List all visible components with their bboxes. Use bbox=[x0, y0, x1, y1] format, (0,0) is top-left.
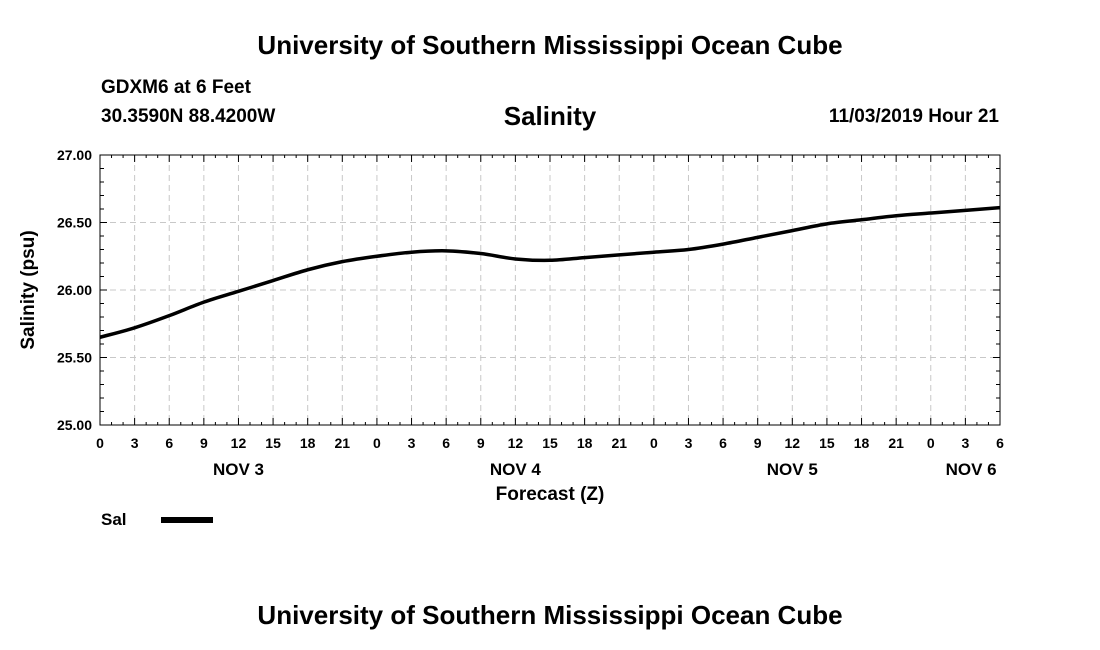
legend-label: Sal bbox=[101, 510, 127, 529]
plot-frame bbox=[99, 154, 1001, 426]
x-tick-label: 0 bbox=[650, 435, 658, 451]
legend-line-swatch bbox=[161, 517, 213, 523]
x-tick-label: 15 bbox=[542, 435, 558, 451]
x-tick-label: 0 bbox=[927, 435, 935, 451]
x-tick-label: 3 bbox=[961, 435, 969, 451]
x-tick-label: 3 bbox=[685, 435, 693, 451]
x-tick-label: 18 bbox=[300, 435, 316, 451]
x-axis-title: Forecast (Z) bbox=[496, 484, 605, 505]
x-tick-label: 21 bbox=[888, 435, 904, 451]
chart-title: Salinity bbox=[503, 101, 597, 131]
day-label: NOV 6 bbox=[946, 460, 997, 479]
x-tick-label: 6 bbox=[165, 435, 173, 451]
x-tick-label: 18 bbox=[577, 435, 593, 451]
x-tick-label: 0 bbox=[96, 435, 104, 451]
timestamp-label: 11/03/2019 Hour 21 bbox=[828, 106, 999, 127]
x-tick-label: 3 bbox=[408, 435, 416, 451]
x-tick-label: 15 bbox=[819, 435, 835, 451]
series-line-sal bbox=[99, 205, 1001, 339]
x-tick-label: 21 bbox=[611, 435, 627, 451]
y-tick-label: 27.00 bbox=[57, 147, 92, 163]
label-layer: 0 3 6 9 12 15 18 21 0 3 6 9 12 15 18 21 0 3 6 9 12 15 18 21 0 3 6 N… bbox=[57, 147, 1004, 479]
x-tick-label: 12 bbox=[231, 435, 247, 451]
y-tick-label: 26.00 bbox=[57, 282, 92, 298]
coordinates-label: 30.3590N 88.4200W bbox=[101, 106, 276, 127]
x-tick-label: 3 bbox=[131, 435, 139, 451]
series-layer bbox=[99, 205, 1001, 339]
day-label: NOV 3 bbox=[213, 460, 264, 479]
x-tick-label: 6 bbox=[996, 435, 1004, 451]
grid-layer bbox=[100, 155, 1000, 425]
x-tick-label: 9 bbox=[754, 435, 762, 451]
x-tick-label: 0 bbox=[373, 435, 381, 451]
y-tick-label: 25.50 bbox=[57, 350, 92, 366]
x-tick-label: 9 bbox=[477, 435, 485, 451]
station-label: GDXM6 at 6 Feet bbox=[101, 77, 251, 98]
x-tick-label: 21 bbox=[335, 435, 351, 451]
y-axis-title: Salinity (psu) bbox=[18, 230, 39, 349]
y-tick-label: 26.50 bbox=[57, 215, 92, 231]
day-label: NOV 4 bbox=[490, 460, 542, 479]
x-tick-label: 18 bbox=[854, 435, 870, 451]
y-tick-label: 25.00 bbox=[57, 417, 92, 433]
x-tick-label: 12 bbox=[785, 435, 801, 451]
footer-title: University of Southern Mississippi Ocean… bbox=[257, 600, 843, 630]
page-title: University of Southern Mississippi Ocean… bbox=[257, 30, 843, 60]
x-tick-label: 6 bbox=[442, 435, 450, 451]
day-label: NOV 5 bbox=[767, 460, 818, 479]
x-tick-label: 15 bbox=[265, 435, 281, 451]
x-tick-label: 6 bbox=[719, 435, 727, 451]
x-tick-label: 12 bbox=[508, 435, 524, 451]
x-tick-label: 9 bbox=[200, 435, 208, 451]
